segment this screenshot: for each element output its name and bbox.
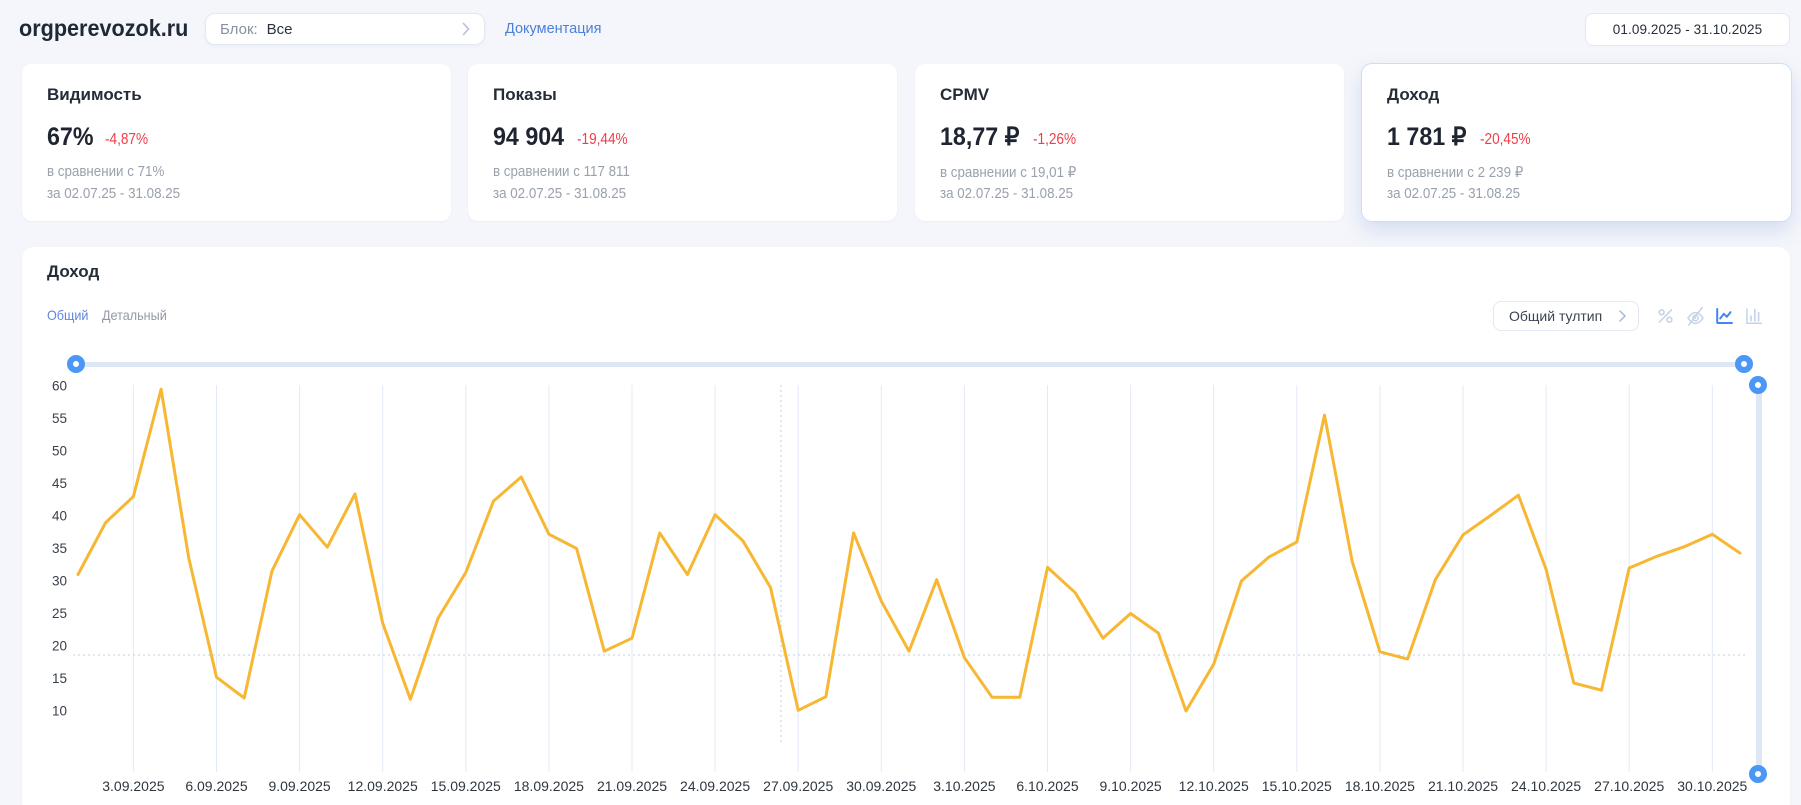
svg-text:21.10.2025: 21.10.2025 — [1428, 778, 1498, 794]
svg-text:15.10.2025: 15.10.2025 — [1262, 778, 1332, 794]
svg-text:3.10.2025: 3.10.2025 — [933, 778, 995, 794]
svg-text:3.09.2025: 3.09.2025 — [102, 778, 164, 794]
svg-text:12.10.2025: 12.10.2025 — [1179, 778, 1249, 794]
svg-text:35: 35 — [52, 541, 67, 556]
svg-text:24.09.2025: 24.09.2025 — [680, 778, 750, 794]
svg-text:15.09.2025: 15.09.2025 — [431, 778, 501, 794]
svg-text:25: 25 — [52, 606, 67, 621]
svg-text:40: 40 — [52, 509, 67, 524]
svg-text:60: 60 — [52, 379, 67, 394]
svg-text:45: 45 — [52, 476, 67, 491]
svg-text:30.10.2025: 30.10.2025 — [1677, 778, 1747, 794]
svg-text:30.09.2025: 30.09.2025 — [846, 778, 916, 794]
svg-text:18.10.2025: 18.10.2025 — [1345, 778, 1415, 794]
svg-text:12.09.2025: 12.09.2025 — [348, 778, 418, 794]
svg-text:9.09.2025: 9.09.2025 — [268, 778, 330, 794]
svg-text:27.09.2025: 27.09.2025 — [763, 778, 833, 794]
svg-text:24.10.2025: 24.10.2025 — [1511, 778, 1581, 794]
svg-text:6.10.2025: 6.10.2025 — [1016, 778, 1078, 794]
svg-text:20: 20 — [52, 639, 67, 654]
svg-text:50: 50 — [52, 444, 67, 459]
svg-text:15: 15 — [52, 671, 67, 686]
svg-text:18.09.2025: 18.09.2025 — [514, 778, 584, 794]
svg-text:21.09.2025: 21.09.2025 — [597, 778, 667, 794]
svg-text:27.10.2025: 27.10.2025 — [1594, 778, 1664, 794]
svg-text:30: 30 — [52, 574, 67, 589]
svg-text:10: 10 — [52, 704, 67, 719]
svg-text:9.10.2025: 9.10.2025 — [1099, 778, 1161, 794]
svg-text:6.09.2025: 6.09.2025 — [185, 778, 247, 794]
svg-text:55: 55 — [52, 411, 67, 426]
